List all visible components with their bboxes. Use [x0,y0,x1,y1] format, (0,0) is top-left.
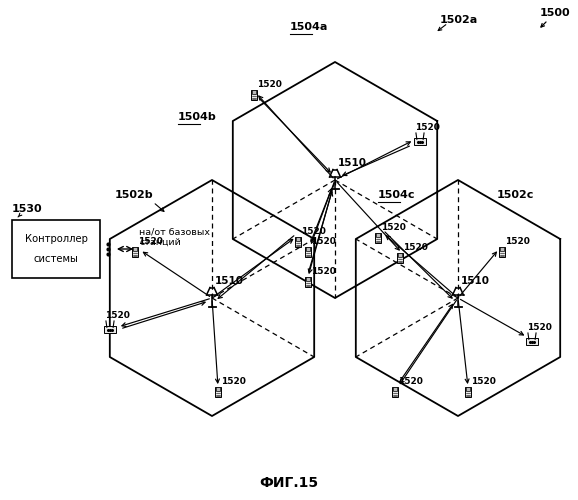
Text: 1500: 1500 [540,8,570,18]
Bar [133,248,137,252]
FancyBboxPatch shape [12,220,100,278]
Text: на/от базовых
станций: на/от базовых станций [139,228,210,247]
Bar [103,326,116,333]
Text: 1520: 1520 [221,378,246,386]
Bar [376,234,380,237]
Text: 1502c: 1502c [497,190,535,200]
Bar [499,246,505,257]
Text: 1520: 1520 [106,311,131,320]
Bar [132,246,138,257]
Text: 1510: 1510 [338,158,367,168]
Bar [398,254,402,258]
Text: 1520: 1520 [381,224,406,232]
Bar [306,248,310,252]
Text: ФИГ.15: ФИГ.15 [260,476,318,490]
Text: 1504c: 1504c [378,190,416,200]
Bar [465,387,471,397]
Text: 1530: 1530 [12,204,43,214]
Text: 1520: 1520 [416,123,440,132]
Bar [397,253,403,263]
Bar [216,388,220,392]
Bar [296,238,300,242]
Bar [500,248,504,252]
Text: 1504b: 1504b [178,112,217,122]
Text: 1520: 1520 [312,238,336,246]
Bar [393,388,397,392]
Text: 1520: 1520 [139,238,164,246]
Text: 1520: 1520 [506,238,531,246]
Text: 1520: 1520 [403,244,428,252]
Text: Контроллер: Контроллер [24,234,87,244]
Bar [295,237,301,247]
Text: 1520: 1520 [528,323,553,332]
Text: системы: системы [34,254,79,264]
Text: 1502b: 1502b [115,190,154,200]
Text: 1510: 1510 [215,276,244,286]
Text: 1520: 1520 [302,228,327,236]
Bar [526,338,538,345]
Bar [252,90,256,94]
Bar [414,138,427,145]
Bar [392,387,398,397]
Bar [251,90,257,100]
Text: 1520: 1520 [398,378,423,386]
Text: 1510: 1510 [461,276,490,286]
Text: 1504a: 1504a [290,22,328,32]
Bar [305,246,311,257]
Bar [305,277,311,287]
Text: 1520: 1520 [472,378,497,386]
Text: 1520: 1520 [312,268,336,276]
Text: 1520: 1520 [258,80,283,90]
Bar [215,387,221,397]
Bar [375,233,381,243]
Text: 1502a: 1502a [440,15,478,25]
Bar [306,278,310,281]
Bar [466,388,470,392]
